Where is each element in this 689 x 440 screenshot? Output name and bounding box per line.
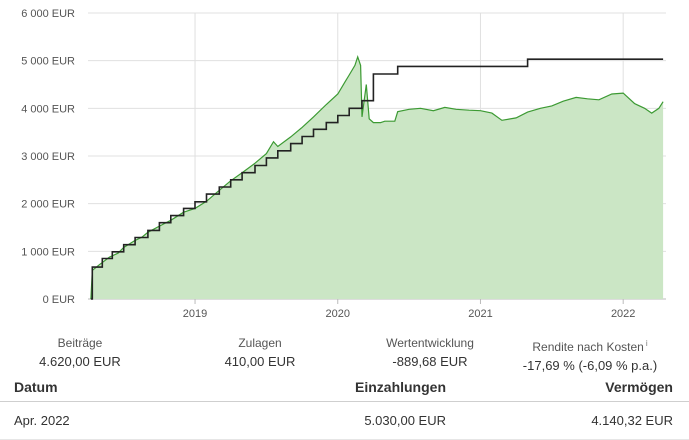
x-tick-label: 2020 <box>326 308 350 320</box>
value-area <box>90 56 664 300</box>
stat-value: -889,68 EUR <box>392 354 468 369</box>
y-tick-label: 6 000 EUR <box>21 8 75 20</box>
table-header: Datum Einzahlungen Vermögen <box>0 372 689 402</box>
stat-value: 4.620,00 EUR <box>39 354 121 369</box>
stat-label: Zulagen <box>238 336 282 350</box>
y-tick-label: 1 000 EUR <box>21 246 75 258</box>
chart-lines <box>90 55 664 300</box>
stat-label: Rendite nach Kosten <box>532 340 644 354</box>
y-tick-label: 2 000 EUR <box>21 199 75 211</box>
table-row: Apr. 2022 5.030,00 EUR 4.140,32 EUR <box>0 402 689 440</box>
stat-label: Wertentwicklung <box>386 336 474 350</box>
cell-vermoegen: 4.140,32 EUR <box>591 413 673 428</box>
cell-datum: Apr. 2022 <box>14 413 70 428</box>
info-icon[interactable]: i <box>645 339 648 348</box>
x-tick-label: 2019 <box>183 308 207 320</box>
y-tick-label: 5 000 EUR <box>21 56 75 68</box>
stat-label-wrap: Rendite nach Kosten i <box>500 336 680 355</box>
value-area-fill <box>90 56 664 300</box>
x-axis-labels: 2019 2020 2021 2022 <box>183 308 636 320</box>
header-einzahlungen[interactable]: Einzahlungen <box>355 378 446 395</box>
y-axis-labels: 6 000 EUR 5 000 EUR 4 000 EUR 3 000 EUR 2 00… <box>21 8 75 306</box>
y-tick-label: 0 EUR <box>43 294 75 306</box>
header-datum[interactable]: Datum <box>14 378 58 395</box>
stat-wertentwicklung: Wertentwicklung -889,68 EUR <box>350 336 510 371</box>
portfolio-chart: 6 000 EUR 5 000 EUR 4 000 EUR 3 000 EUR 2 00… <box>21 8 666 320</box>
y-tick-label: 3 000 EUR <box>21 151 75 163</box>
header-vermoegen[interactable]: Vermögen <box>605 378 673 395</box>
y-tick-label: 4 000 EUR <box>21 103 75 115</box>
stat-value: 410,00 EUR <box>224 354 296 369</box>
deposits-line <box>90 58 664 300</box>
value-line <box>90 55 664 300</box>
stat-rendite: Rendite nach Kosten i -17,69 % (-6,09 % p… <box>500 336 680 375</box>
summary-stats: Beiträge 4.620,00 EUR Zulagen 410,00 EUR… <box>0 336 689 375</box>
value-table: Datum Einzahlungen Vermögen Apr. 2022 5.… <box>0 372 689 440</box>
x-tick-label: 2022 <box>611 308 635 320</box>
stat-value: -17,69 % (-6,09 % p.a.) <box>522 358 658 373</box>
x-tick-label: 2021 <box>468 308 492 320</box>
cell-einzahlungen: 5.030,00 EUR <box>364 413 446 428</box>
stat-zulagen: Zulagen 410,00 EUR <box>180 336 340 371</box>
stat-beitraege: Beiträge 4.620,00 EUR <box>0 336 160 371</box>
stat-label: Beiträge <box>57 336 103 350</box>
